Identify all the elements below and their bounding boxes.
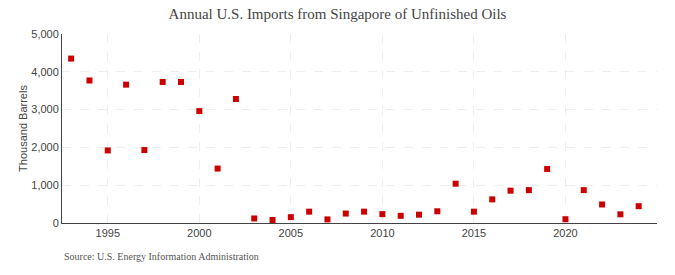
svg-text:1995: 1995: [96, 227, 120, 239]
svg-text:2,000: 2,000: [31, 141, 59, 153]
svg-text:Source: U.S. Energy Informatio: Source: U.S. Energy Information Administ…: [64, 251, 259, 262]
svg-text:Annual U.S. Imports from Singa: Annual U.S. Imports from Singapore of Un…: [169, 6, 507, 22]
svg-text:2000: 2000: [187, 227, 211, 239]
svg-text:2015: 2015: [462, 227, 486, 239]
svg-text:Thousand Barrels: Thousand Barrels: [17, 85, 29, 172]
svg-text:4,000: 4,000: [31, 66, 59, 78]
svg-text:1,000: 1,000: [31, 179, 59, 191]
svg-text:5,000: 5,000: [31, 28, 59, 40]
svg-text:2010: 2010: [370, 227, 394, 239]
svg-text:0: 0: [53, 217, 59, 229]
svg-text:3,000: 3,000: [31, 103, 59, 115]
svg-text:2020: 2020: [553, 227, 577, 239]
svg-text:2005: 2005: [279, 227, 303, 239]
